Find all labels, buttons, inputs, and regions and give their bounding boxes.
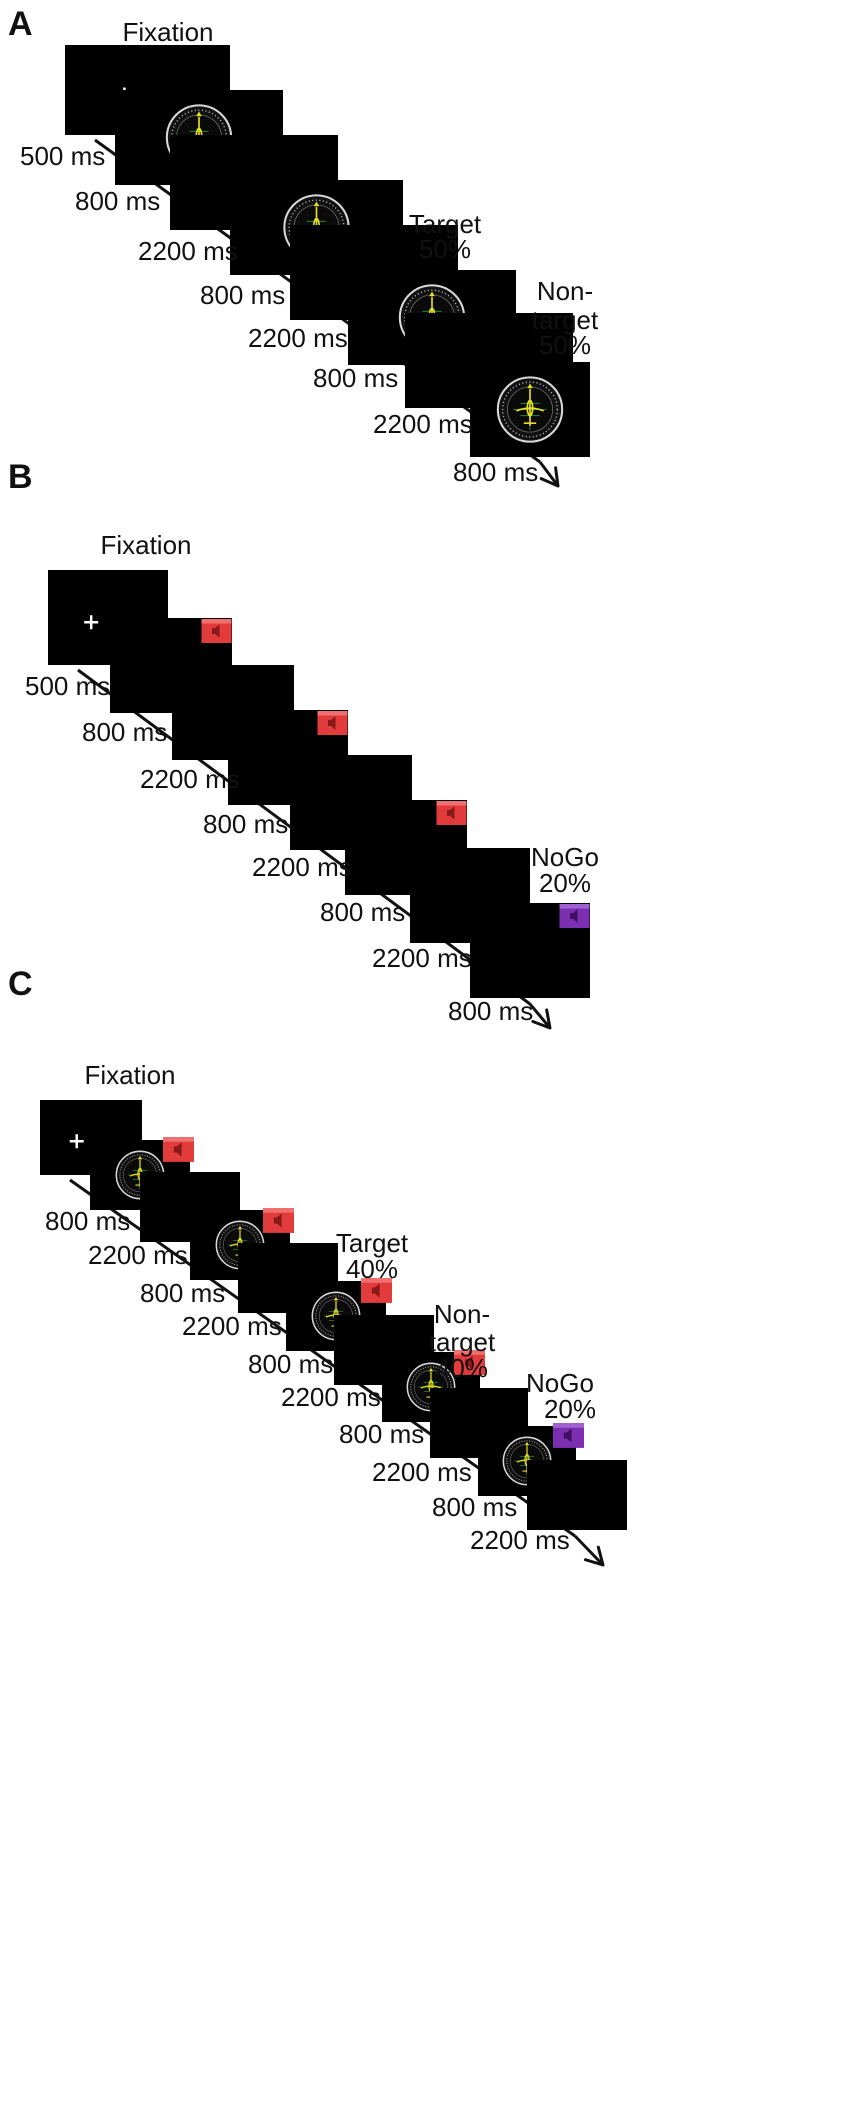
duration-label: 500 ms <box>20 141 105 171</box>
fixation-label: Fixation <box>122 17 213 47</box>
screen-rect <box>527 1460 627 1530</box>
duration-label: 2200 ms <box>182 1311 282 1341</box>
panel-label: C <box>8 965 33 1003</box>
duration-label: 2200 ms <box>470 1525 570 1555</box>
timeline-arrow-shaft <box>538 461 560 487</box>
trial-screen <box>527 1460 627 1530</box>
duration-label: 800 ms <box>432 1492 517 1522</box>
speaker-icon <box>553 1423 584 1448</box>
condition-annotation: 20% <box>539 868 591 898</box>
condition-annotation: 40% <box>346 1254 398 1284</box>
timeline-arrow-icon <box>531 1008 552 1030</box>
duration-label: 800 ms <box>313 363 398 393</box>
panel-label: B <box>8 458 33 496</box>
condition-annotation: 20% <box>544 1394 596 1424</box>
condition-annotation: target <box>429 1327 496 1357</box>
attitude-indicator-icon <box>496 376 564 443</box>
duration-label: 800 ms <box>448 996 533 1026</box>
condition-annotation: NoGo <box>526 1368 594 1398</box>
duration-label: 2200 ms <box>372 943 472 973</box>
fixation-label: Fixation <box>84 1060 175 1090</box>
duration-label: 2200 ms <box>281 1382 381 1412</box>
trial-screen <box>470 903 590 998</box>
condition-annotation: Non- <box>434 1299 490 1329</box>
condition-annotation: Non- <box>537 276 593 306</box>
duration-label: 800 ms <box>140 1278 225 1308</box>
timeline-arrow-shaft <box>573 1534 605 1567</box>
duration-label: 800 ms <box>320 897 405 927</box>
timeline-arrow-shaft <box>528 1003 552 1029</box>
speaker-icon <box>317 711 348 735</box>
duration-label: 800 ms <box>45 1206 130 1236</box>
fixation-cross-icon <box>69 1134 84 1149</box>
condition-annotation: Target <box>336 1228 409 1258</box>
timeline-arrow-icon <box>539 466 560 488</box>
duration-label: 2200 ms <box>248 323 348 353</box>
duration-label: 2200 ms <box>88 1240 188 1270</box>
speaker-icon <box>263 1208 294 1233</box>
condition-annotation: Target <box>409 209 482 239</box>
duration-label: 800 ms <box>248 1349 333 1379</box>
panel-b: B Fixation 500 ms 800 ms 2200 ms 800 ms 2200 m… <box>8 458 599 1030</box>
speaker-icon <box>436 801 467 825</box>
speaker-icon <box>163 1137 194 1162</box>
duration-label: 2200 ms <box>252 852 352 882</box>
duration-label: 2200 ms <box>373 409 473 439</box>
condition-annotation: NoGo <box>531 842 599 872</box>
duration-label: 2200 ms <box>372 1457 472 1487</box>
timeline-arrow-icon <box>583 1545 605 1567</box>
duration-label: 800 ms <box>82 717 167 747</box>
fixation-label: Fixation <box>100 530 191 560</box>
condition-annotation: 50% <box>539 330 591 360</box>
panel-a: A Fixation 500 ms 800 ms 2200 ms 800 ms 2200 m… <box>8 5 599 488</box>
duration-label: 800 ms <box>200 280 285 310</box>
duration-label: 800 ms <box>339 1419 424 1449</box>
panel-label: A <box>8 5 33 43</box>
duration-label: 800 ms <box>453 457 538 487</box>
fixation-cross-icon <box>84 615 99 630</box>
condition-annotation: 50% <box>419 234 471 264</box>
duration-label: 2200 ms <box>138 236 238 266</box>
trial-screen <box>470 362 590 457</box>
condition-annotation: target <box>532 305 599 335</box>
duration-label: 500 ms <box>25 671 110 701</box>
condition-annotation: 40% <box>436 1353 488 1383</box>
duration-label: 800 ms <box>203 809 288 839</box>
duration-label: 800 ms <box>75 186 160 216</box>
duration-label: 2200 ms <box>140 764 240 794</box>
speaker-icon <box>201 619 232 643</box>
speaker-icon <box>559 904 590 928</box>
